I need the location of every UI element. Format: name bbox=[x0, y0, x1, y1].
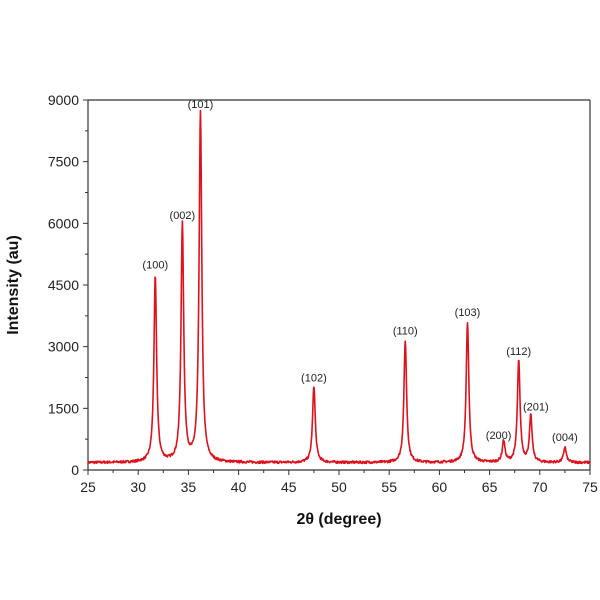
xrd-series-line bbox=[87, 109, 591, 465]
peak-label: (103) bbox=[455, 307, 481, 319]
x-tick-label: 60 bbox=[432, 479, 448, 495]
y-ticks: 0 1500 3000 4500 6000 7500 9000 bbox=[48, 92, 88, 478]
x-tick-label: 25 bbox=[80, 479, 96, 495]
x-tick-label: 50 bbox=[331, 479, 347, 495]
y-tick-label: 3000 bbox=[48, 339, 79, 355]
x-tick-label: 40 bbox=[231, 479, 247, 495]
x-tick-label: 75 bbox=[582, 479, 598, 495]
peak-label: (101) bbox=[188, 99, 214, 111]
x-tick-label: 45 bbox=[281, 479, 297, 495]
y-tick-label: 7500 bbox=[48, 154, 79, 170]
x-ticks: 25 30 35 40 45 50 55 60 65 70 75 bbox=[80, 470, 598, 495]
x-tick-label: 30 bbox=[130, 479, 146, 495]
x-tick-label: 65 bbox=[482, 479, 498, 495]
peak-label: (100) bbox=[142, 260, 168, 272]
x-tick-label: 55 bbox=[381, 479, 397, 495]
peak-label: (002) bbox=[170, 210, 196, 222]
plot-frame bbox=[87, 99, 591, 471]
y-tick-label: 4500 bbox=[48, 277, 79, 293]
y-tick-label: 1500 bbox=[48, 400, 79, 416]
x-tick-label: 35 bbox=[181, 479, 197, 495]
y-axis-title: Intensity (au) bbox=[5, 235, 22, 335]
peak-label: (110) bbox=[393, 325, 418, 337]
peak-label: (201) bbox=[523, 401, 549, 413]
x-axis-title: 2θ (degree) bbox=[296, 511, 381, 528]
x-tick-label: 70 bbox=[532, 479, 548, 495]
peak-label: (004) bbox=[552, 432, 578, 444]
peak-label: (112) bbox=[506, 346, 531, 358]
y-tick-label: 6000 bbox=[48, 215, 79, 231]
peak-label: (200) bbox=[486, 430, 512, 442]
y-tick-label: 9000 bbox=[48, 92, 79, 108]
peak-annotations: (100) (002) (101) (102) (110) (103) (200) (112)… bbox=[142, 99, 577, 444]
y-tick-label: 0 bbox=[71, 462, 79, 478]
peak-label: (102) bbox=[301, 373, 327, 385]
